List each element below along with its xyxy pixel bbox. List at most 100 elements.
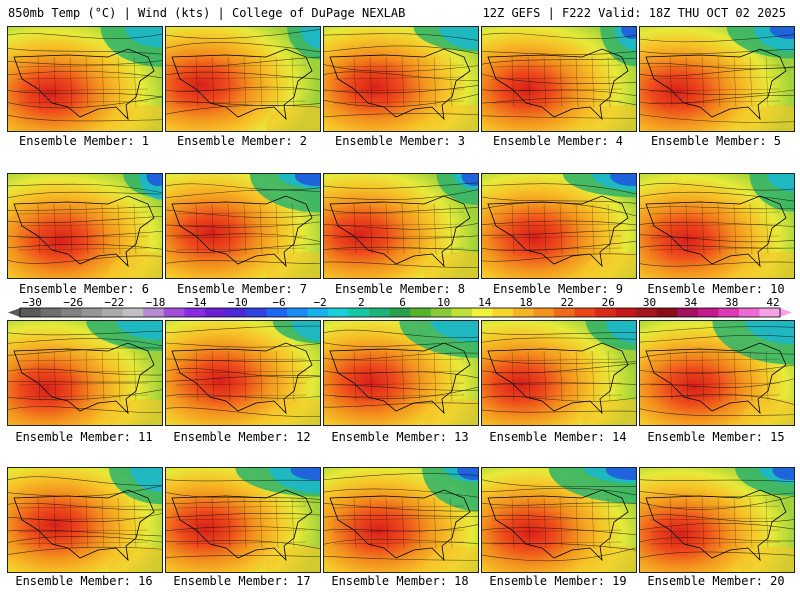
- colorbar-arrow-left: [8, 308, 20, 317]
- colorbar-swatch: [471, 308, 493, 317]
- colorbar-arrow-right: [780, 308, 792, 317]
- colorbar-swatch: [143, 308, 165, 317]
- ensemble-member-label: Ensemble Member: 5: [650, 134, 782, 148]
- colorbar-tick-label: 42: [766, 296, 779, 309]
- colorbar-swatch: [163, 308, 185, 317]
- colorbar-tick-label: −10: [228, 296, 248, 309]
- colorbar-swatch: [574, 308, 596, 317]
- colorbar-swatch: [287, 308, 309, 317]
- temperature-colorbar: −30 −26 −22 −18 −14 −10 −6 −2 2 6 10 14 18 22 26 30 34 38…: [8, 296, 792, 318]
- ensemble-map-panel: [639, 173, 795, 279]
- colorbar-swatch: [451, 308, 473, 317]
- ensemble-map-panel: [323, 467, 479, 573]
- ensemble-map-panel: [165, 320, 321, 426]
- ensemble-member-label: Ensemble Member: 8: [334, 282, 466, 296]
- colorbar-swatch: [636, 308, 658, 317]
- ensemble-member-label: Ensemble Member: 7: [176, 282, 308, 296]
- ensemble-map-panel: [165, 26, 321, 132]
- colorbar-tick-label: 38: [725, 296, 738, 309]
- ensemble-map-panel: [7, 173, 163, 279]
- ensemble-member-label: Ensemble Member: 4: [492, 134, 624, 148]
- colorbar-swatch: [348, 308, 370, 317]
- colorbar-swatch: [81, 308, 103, 317]
- colorbar-swatch: [184, 308, 206, 317]
- ensemble-map-panel: [481, 26, 637, 132]
- colorbar-tick-label: −18: [146, 296, 166, 309]
- colorbar-swatch: [512, 308, 535, 317]
- colorbar-tick-label: −6: [272, 296, 285, 309]
- colorbar-swatch: [61, 308, 83, 317]
- colorbar-swatch: [225, 308, 247, 317]
- colorbar-swatch: [40, 308, 62, 317]
- ensemble-member-label: Ensemble Member: 18: [331, 574, 469, 588]
- ensemble-map-panel: [7, 26, 163, 132]
- colorbar-tick-label: 30: [643, 296, 656, 309]
- colorbar-tick-label: −14: [187, 296, 207, 309]
- colorbar-tick-label: −2: [314, 296, 327, 309]
- colorbar-tick-label: 6: [399, 296, 406, 309]
- ensemble-map-panel: [323, 173, 479, 279]
- ensemble-map-panel: [165, 467, 321, 573]
- colorbar-tick-label: 26: [602, 296, 615, 309]
- ensemble-map-panel: [481, 320, 637, 426]
- colorbar-tick-label: −26: [63, 296, 83, 309]
- ensemble-member-label: Ensemble Member: 20: [647, 574, 785, 588]
- ensemble-member-label: Ensemble Member: 15: [647, 430, 785, 444]
- ensemble-member-label: Ensemble Member: 3: [334, 134, 466, 148]
- colorbar-tick-label: 10: [437, 296, 450, 309]
- ensemble-member-label: Ensemble Member: 14: [489, 430, 627, 444]
- colorbar-swatch: [533, 308, 555, 317]
- ensemble-map-panel: [323, 26, 479, 132]
- colorbar-swatch: [245, 308, 267, 317]
- colorbar-swatch: [759, 308, 781, 317]
- ensemble-member-label: Ensemble Member: 9: [492, 282, 624, 296]
- colorbar-swatch: [738, 308, 760, 317]
- colorbar-swatch: [307, 308, 329, 317]
- colorbar-swatch: [410, 308, 432, 317]
- colorbar-tick-label: −22: [104, 296, 124, 309]
- colorbar-swatch: [492, 308, 514, 317]
- colorbar-swatch: [20, 308, 42, 317]
- ensemble-map-panel: [481, 173, 637, 279]
- colorbar-swatch: [430, 308, 452, 317]
- colorbar-tick-label: 22: [561, 296, 574, 309]
- colorbar-swatch: [122, 308, 144, 317]
- ensemble-map-panel: [481, 467, 637, 573]
- ensemble-member-label: Ensemble Member: 6: [18, 282, 150, 296]
- ensemble-member-label: Ensemble Member: 12: [173, 430, 311, 444]
- colorbar-swatch: [718, 308, 740, 317]
- ensemble-map-panel: [639, 26, 795, 132]
- ensemble-member-label: Ensemble Member: 17: [173, 574, 311, 588]
- ensemble-map-panel: [7, 467, 163, 573]
- colorbar-tick-label: −30: [22, 296, 42, 309]
- colorbar-tick-label: 34: [684, 296, 698, 309]
- colorbar-swatch: [328, 308, 350, 317]
- colorbar-swatch: [677, 308, 699, 317]
- colorbar-swatch: [615, 308, 637, 317]
- colorbar-swatch: [204, 308, 226, 317]
- colorbar-swatch: [102, 308, 124, 317]
- ensemble-member-label: Ensemble Member: 1: [18, 134, 150, 148]
- colorbar-swatch: [369, 308, 391, 317]
- ensemble-member-label: Ensemble Member: 2: [176, 134, 308, 148]
- ensemble-member-label: Ensemble Member: 19: [489, 574, 627, 588]
- run-info: 12Z GEFS | F222 Valid: 18Z THU OCT 02 20…: [482, 6, 786, 20]
- colorbar-swatch: [389, 308, 411, 317]
- colorbar-swatch: [266, 308, 288, 317]
- colorbar-tick-label: 18: [519, 296, 532, 309]
- ensemble-map-panel: [165, 173, 321, 279]
- ensemble-map-panel: [639, 467, 795, 573]
- ensemble-map-panel: [7, 320, 163, 426]
- ensemble-member-label: Ensemble Member: 11: [15, 430, 153, 444]
- ensemble-member-label: Ensemble Member: 13: [331, 430, 469, 444]
- ensemble-map-panel: [323, 320, 479, 426]
- ensemble-member-label: Ensemble Member: 10: [647, 282, 785, 296]
- colorbar-swatch: [697, 308, 719, 317]
- ensemble-member-label: Ensemble Member: 16: [15, 574, 153, 588]
- colorbar-swatch: [656, 308, 678, 317]
- ensemble-map-panel: [639, 320, 795, 426]
- colorbar-tick-label: 14: [478, 296, 492, 309]
- colorbar-tick-label: 2: [358, 296, 365, 309]
- colorbar-swatch: [595, 308, 617, 317]
- map-title: 850mb Temp (°C) | Wind (kts) | College o…: [8, 6, 406, 20]
